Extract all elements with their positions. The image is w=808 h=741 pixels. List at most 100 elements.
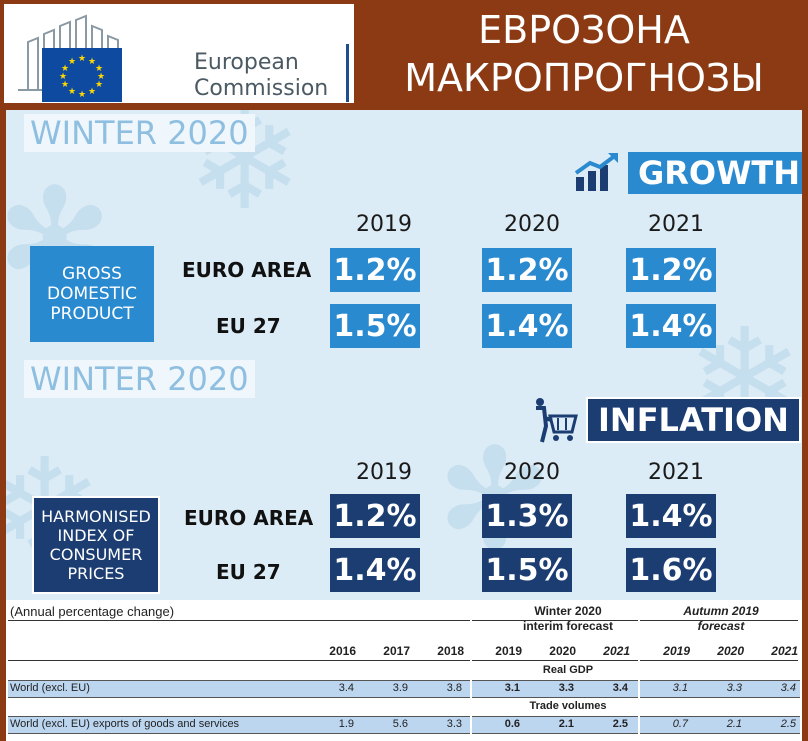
year-col: 2018 (437, 644, 464, 658)
page-title-line-2: МАКРОПРОГНОЗЫ (404, 56, 764, 100)
winter-forecast-header: Winter 2020 interim forecast (498, 604, 638, 634)
value-box: 1.2% (626, 248, 716, 292)
year-header: 2019 (356, 460, 412, 485)
svg-text:★: ★ (78, 53, 86, 63)
cell: 2.1 (558, 718, 574, 730)
cell: 0.6 (504, 718, 520, 730)
cell: 2.5 (780, 718, 796, 730)
svg-text:★: ★ (97, 71, 105, 81)
year-col: 2016 (329, 644, 356, 658)
value-box: 1.5% (330, 304, 420, 348)
section-title: Trade volumes (529, 700, 607, 712)
gdp-indicator-box: GROSS DOMESTIC PRODUCT (30, 246, 154, 342)
shopping-cart-icon (536, 398, 578, 443)
svg-text:★: ★ (88, 56, 96, 66)
inflation-badge: INFLATION (530, 396, 801, 444)
year-col: 2017 (383, 644, 410, 658)
svg-text:★: ★ (95, 63, 103, 73)
year-header: 2019 (356, 212, 412, 237)
svg-text:★: ★ (61, 79, 69, 89)
header-line: forecast (697, 619, 745, 633)
header-banner: ★ ★ ★ ★ ★ ★ ★ ★ ★ ★ ★ ★ European Commission ЕВРО… (0, 0, 808, 108)
svg-text:★: ★ (68, 86, 76, 96)
value-box: 1.5% (482, 548, 572, 592)
growth-badge: GROWTH (574, 152, 802, 194)
column-separator (638, 600, 640, 741)
year-col: 2021 (771, 644, 798, 658)
table-rule (8, 620, 798, 621)
value-box: 1.2% (330, 248, 420, 292)
year-header: 2020 (504, 212, 560, 237)
row-label-eu27: EU 27 (216, 560, 281, 584)
eu-flag-icon: ★ ★ ★ ★ ★ ★ ★ ★ ★ ★ ★ ★ (42, 48, 122, 102)
cell: 5.6 (392, 718, 408, 730)
indicator-line: INDEX OF (57, 526, 135, 545)
indicator-line: GROSS (62, 264, 122, 284)
column-separator (470, 600, 472, 741)
section-title: Real GDP (542, 664, 594, 676)
header-line: Winter 2020 (534, 604, 602, 618)
hicp-indicator-box: HARMONISED INDEX OF CONSUMER PRICES (32, 496, 160, 594)
value-box: 1.3% (482, 494, 572, 538)
value-box: 1.4% (482, 304, 572, 348)
page-title-line-1: ЕВРОЗОНА (478, 8, 690, 52)
logo-wordmark: European Commission (194, 50, 328, 102)
cell: 2.5 (612, 718, 628, 730)
svg-text:★: ★ (59, 71, 67, 81)
svg-text:★: ★ (68, 56, 76, 66)
growth-chart-icon (574, 153, 618, 191)
logo-line-1: European (194, 50, 299, 75)
indicator-line: PRODUCT (50, 304, 134, 324)
table-row: World (excl. EU) exports of goods and se… (8, 716, 800, 734)
cell: 3.4 (780, 682, 796, 694)
indicator-line: DOMESTIC (47, 284, 137, 304)
year-col: 2020 (717, 644, 744, 658)
cell: 3.8 (446, 682, 462, 694)
value-box: 1.4% (330, 548, 420, 592)
table-rule (8, 660, 798, 661)
year-col: 2019 (495, 644, 522, 658)
svg-text:★: ★ (95, 79, 103, 89)
row-label: World (excl. EU) (10, 682, 90, 694)
value-box: 1.2% (330, 494, 420, 538)
cell: 3.3 (726, 682, 742, 694)
row-label-euro-area: EURO AREA (182, 258, 312, 282)
cell: 3.3 (558, 682, 574, 694)
row-label-eu27: EU 27 (216, 314, 281, 338)
autumn-forecast-header: Autumn 2019 forecast (646, 604, 796, 634)
table-row: World (excl. EU) 3.4 3.9 3.8 3.1 3.3 3.4… (8, 680, 800, 698)
year-header: 2020 (504, 460, 560, 485)
svg-text:★: ★ (88, 86, 96, 96)
indicator-line: CONSUMER (49, 545, 143, 564)
year-header: 2021 (648, 460, 704, 485)
logo-divider (346, 44, 349, 102)
season-label-inflation: WINTER 2020 (24, 360, 255, 398)
table-note: (Annual percentage change) (10, 604, 175, 619)
cell: 1.9 (338, 718, 354, 730)
season-label-growth: WINTER 2020 (24, 114, 255, 152)
indicator-line: HARMONISED (41, 507, 151, 526)
cell: 0.7 (672, 718, 688, 730)
cell: 2.1 (726, 718, 742, 730)
cell: 3.1 (504, 682, 520, 694)
cell: 3.9 (392, 682, 408, 694)
svg-text:★: ★ (61, 63, 69, 73)
cell: 3.4 (338, 682, 354, 694)
logo-line-2: Commission (194, 76, 329, 101)
svg-text:★: ★ (78, 89, 86, 99)
year-header: 2021 (648, 212, 704, 237)
year-col: 2019 (663, 644, 690, 658)
header-line: Autumn 2019 (683, 604, 759, 618)
forecast-infographic: ✻ ❄ ❄ ✻ ❄ WINTER 2020 GROWTH 2019 2020 2… (6, 110, 802, 600)
value-box: 1.4% (626, 494, 716, 538)
forecast-table: (Annual percentage change) Winter 2020 i… (6, 600, 802, 741)
value-box: 1.6% (626, 548, 716, 592)
header-line: interim forecast (522, 619, 614, 633)
european-commission-logo: ★ ★ ★ ★ ★ ★ ★ ★ ★ ★ ★ ★ European Commission (4, 4, 354, 103)
growth-label: GROWTH (628, 152, 802, 194)
year-col: 2020 (549, 644, 576, 658)
inflation-label: INFLATION (586, 397, 801, 443)
cell: 3.3 (446, 718, 462, 730)
indicator-line: PRICES (67, 564, 125, 583)
year-col: 2021 (603, 644, 630, 658)
